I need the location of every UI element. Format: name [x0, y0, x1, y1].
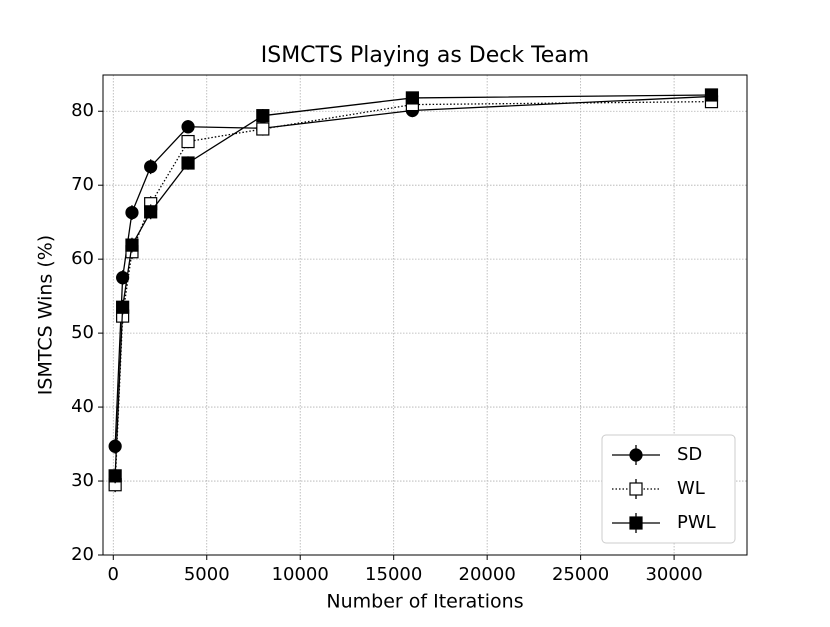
marker [125, 205, 139, 220]
series-line [114, 100, 712, 485]
x-tick-label: 0 [108, 564, 119, 585]
series-line [114, 95, 712, 447]
legend-box [601, 434, 736, 544]
marker [256, 109, 270, 123]
marker [405, 91, 419, 105]
legend-label: SD [677, 444, 702, 465]
marker [629, 482, 643, 496]
marker [144, 205, 158, 219]
x-tick-label: 15000 [365, 564, 422, 585]
marker [144, 160, 158, 174]
legend-label: PWL [677, 512, 716, 533]
marker [181, 156, 195, 170]
x-axis-label: Number of Iterations [326, 591, 523, 613]
marker [116, 300, 130, 314]
x-tick-label: 10000 [272, 564, 329, 585]
y-axis-label: ISMTCS Wins (%) [35, 235, 57, 395]
chart-title: ISMCTS Playing as Deck Team [261, 43, 589, 68]
plot-frame [102, 74, 748, 556]
x-tick-label: 30000 [645, 564, 702, 585]
marker [108, 439, 122, 453]
marker [704, 88, 719, 102]
x-tick-label: 5000 [184, 564, 230, 585]
y-tick-label: 30 [71, 470, 94, 491]
series-line [114, 94, 712, 476]
y-tick-label: 20 [71, 544, 94, 565]
x-tick-label: 25000 [552, 564, 609, 585]
marker [256, 122, 270, 136]
y-tick-label: 50 [71, 322, 94, 343]
marker [108, 469, 122, 483]
y-tick-label: 70 [71, 174, 94, 195]
marker [629, 448, 643, 462]
marker [181, 134, 195, 149]
x-tick-label: 20000 [459, 564, 516, 585]
marker [629, 516, 643, 530]
y-tick-label: 40 [71, 396, 94, 417]
y-tick-label: 80 [71, 100, 94, 121]
y-tick-label: 60 [71, 248, 94, 269]
marker [125, 238, 139, 252]
legend-label: WL [677, 478, 705, 499]
marker [181, 120, 195, 134]
